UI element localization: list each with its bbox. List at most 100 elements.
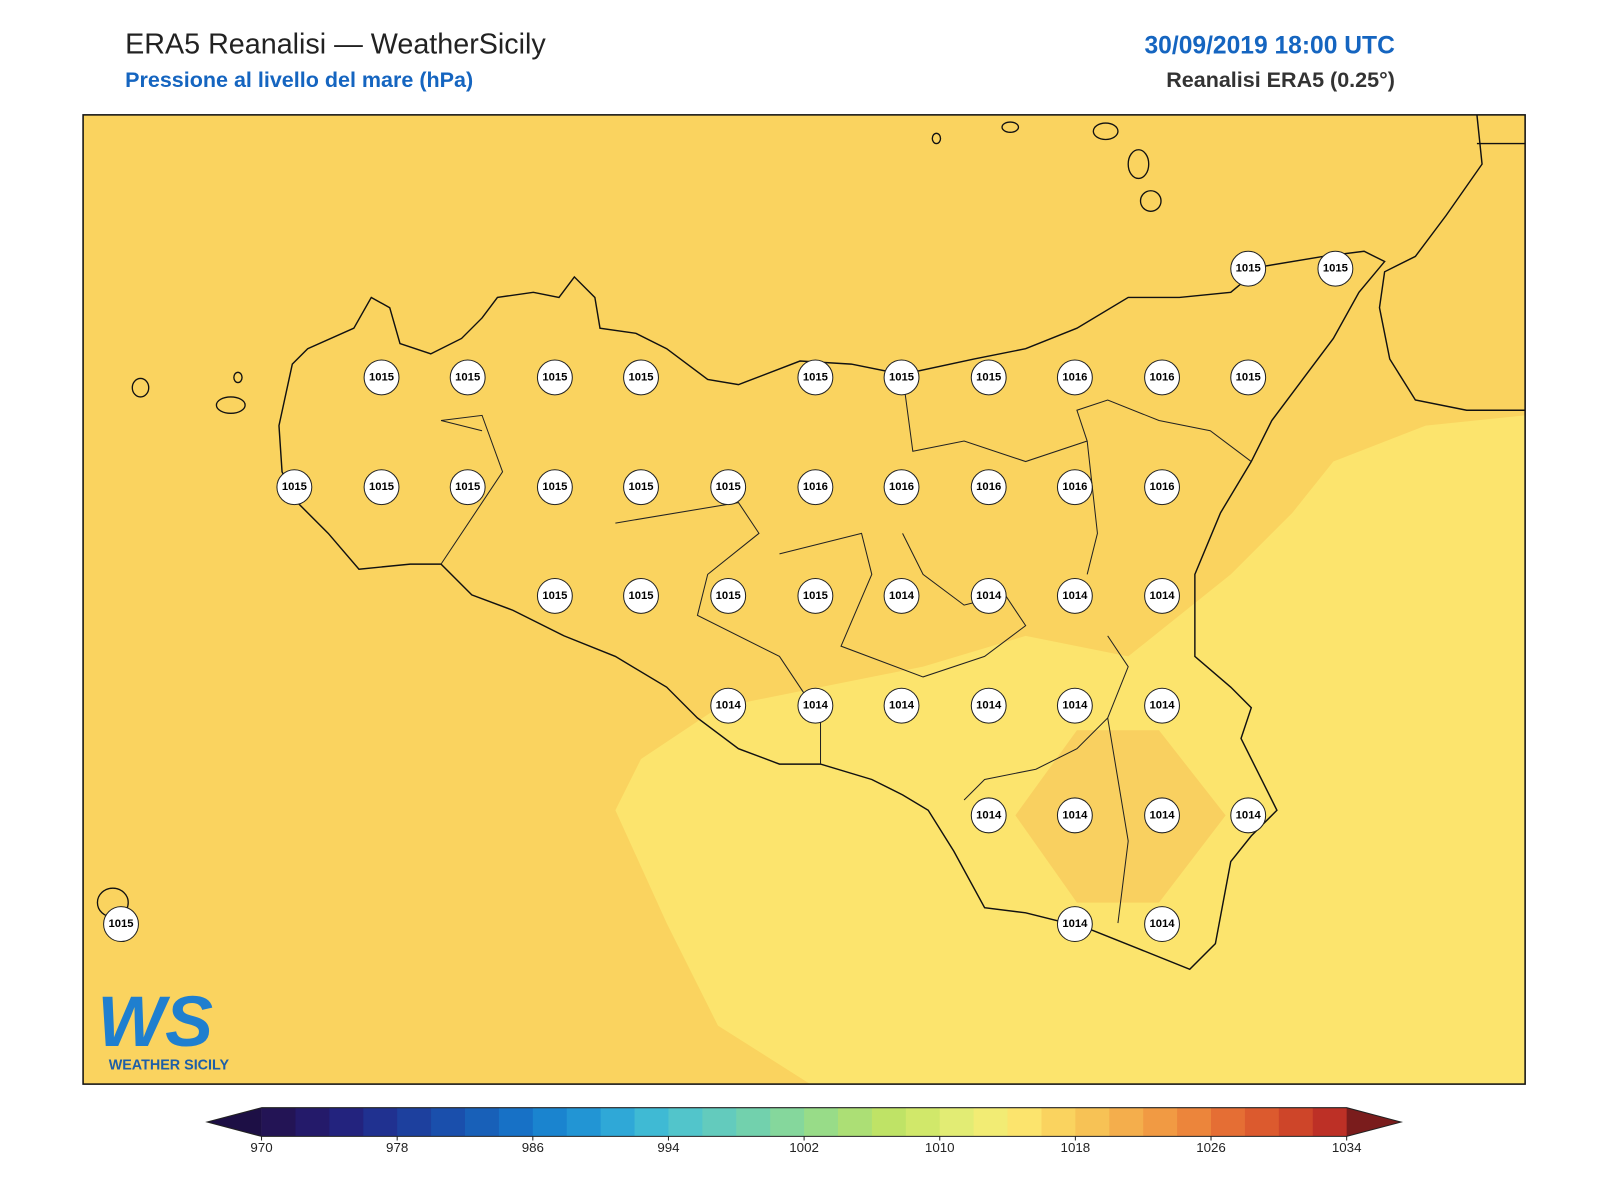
station-label: 1015 [282, 481, 307, 493]
station: 1014 [1056, 906, 1093, 943]
station-marker [1230, 359, 1267, 396]
colorbar-tick-label: 1018 [1061, 1140, 1091, 1155]
map-title: ERA5 Reanalisi — WeatherSicily [125, 28, 546, 60]
station: 1014 [883, 687, 920, 724]
station: 1016 [797, 469, 834, 506]
colorbar-bin [295, 1107, 330, 1137]
colorbar-bin [431, 1107, 466, 1137]
station-label: 1014 [803, 700, 829, 712]
colorbar-bin [905, 1107, 941, 1137]
station-label: 1015 [542, 481, 567, 493]
station-marker [883, 687, 920, 724]
station: 1015 [276, 469, 313, 506]
station-marker [623, 577, 659, 614]
station-marker [1144, 577, 1180, 614]
station-label: 1015 [716, 481, 741, 493]
station-marker [1317, 250, 1354, 287]
station-label: 1014 [976, 590, 1002, 602]
station-marker [883, 577, 920, 614]
station-marker [797, 577, 834, 614]
station-marker [536, 469, 573, 506]
station: 1015 [1230, 250, 1267, 287]
colorbar-bin [1109, 1107, 1144, 1137]
station: 1016 [1056, 359, 1093, 396]
station-label: 1015 [628, 481, 653, 493]
station-label: 1016 [803, 481, 828, 493]
station: 1015 [449, 359, 486, 396]
station-label: 1015 [369, 481, 394, 493]
station-label: 1016 [1150, 481, 1175, 493]
station-marker [363, 359, 400, 396]
station-label: 1015 [628, 590, 653, 602]
colorbar-bin [1211, 1107, 1246, 1137]
station-label: 1014 [1150, 918, 1176, 930]
station: 1014 [970, 687, 1007, 724]
colorbar-bin [1041, 1107, 1076, 1137]
station-label: 1015 [542, 590, 567, 602]
station-label: 1016 [889, 481, 914, 493]
station: 1014 [1144, 577, 1180, 614]
station: 1014 [710, 687, 747, 724]
station-marker [1144, 359, 1180, 396]
station: 1015 [536, 577, 573, 614]
station-label: 1014 [976, 809, 1002, 821]
station: 1014 [1056, 687, 1093, 724]
islands [96, 121, 1162, 918]
station-marker [883, 359, 920, 396]
station-marker [797, 687, 834, 724]
station: 1014 [1144, 687, 1180, 724]
station: 1015 [363, 359, 400, 396]
map-frame [82, 114, 1526, 1085]
station: 1014 [883, 577, 920, 614]
station: 1014 [970, 577, 1007, 614]
station-marker [710, 687, 747, 724]
map-date: 30/09/2019 18:00 UTC [1144, 32, 1395, 59]
station-label: 1015 [628, 371, 653, 383]
colorbar-bin [770, 1107, 805, 1137]
station-marker [970, 687, 1007, 724]
colorbar-bin [498, 1107, 534, 1137]
colorbar-bin [363, 1107, 398, 1137]
station-marker [1144, 906, 1180, 943]
station-marker [536, 359, 573, 396]
station: 1016 [1144, 469, 1180, 506]
station-label: 1016 [1062, 371, 1087, 383]
colorbar-bin [566, 1107, 602, 1137]
station-marker [1056, 577, 1093, 614]
station-label: 1015 [889, 371, 914, 383]
coastline [278, 250, 1386, 971]
station-marker [1056, 797, 1093, 834]
station: 1016 [1056, 469, 1093, 506]
colorbar-tick-label: 994 [657, 1140, 680, 1155]
station: 1014 [1056, 797, 1093, 834]
colorbar-bin [1143, 1107, 1178, 1137]
colorbar-bin [1007, 1107, 1042, 1137]
colorbar-over [1346, 1107, 1402, 1137]
colorbar-bin [668, 1107, 703, 1137]
station: 1014 [1056, 577, 1093, 614]
station-marker [1144, 687, 1180, 724]
station-marker [710, 577, 747, 614]
station-label: 1014 [1150, 700, 1176, 712]
colorbar-bin [465, 1107, 500, 1137]
station: 1015 [710, 577, 747, 614]
station: 1014 [1230, 797, 1267, 834]
station: 1016 [970, 469, 1007, 506]
province-border [440, 374, 1252, 924]
station: 1015 [1317, 250, 1354, 287]
station-label: 1015 [108, 918, 133, 930]
station: 1016 [1144, 359, 1180, 396]
station-marker [103, 906, 139, 943]
colorbar-tick-label: 970 [250, 1140, 272, 1155]
station-label: 1014 [1150, 809, 1176, 821]
station: 1015 [883, 359, 920, 396]
colorbar-bin [1312, 1107, 1348, 1137]
station-marker [970, 359, 1007, 396]
colorbar-bin [939, 1107, 975, 1137]
station-marker [1144, 797, 1180, 834]
station-marker [363, 469, 400, 506]
station-label: 1014 [1150, 590, 1176, 602]
pressure-field [1015, 730, 1226, 903]
station-marker [1056, 687, 1093, 724]
